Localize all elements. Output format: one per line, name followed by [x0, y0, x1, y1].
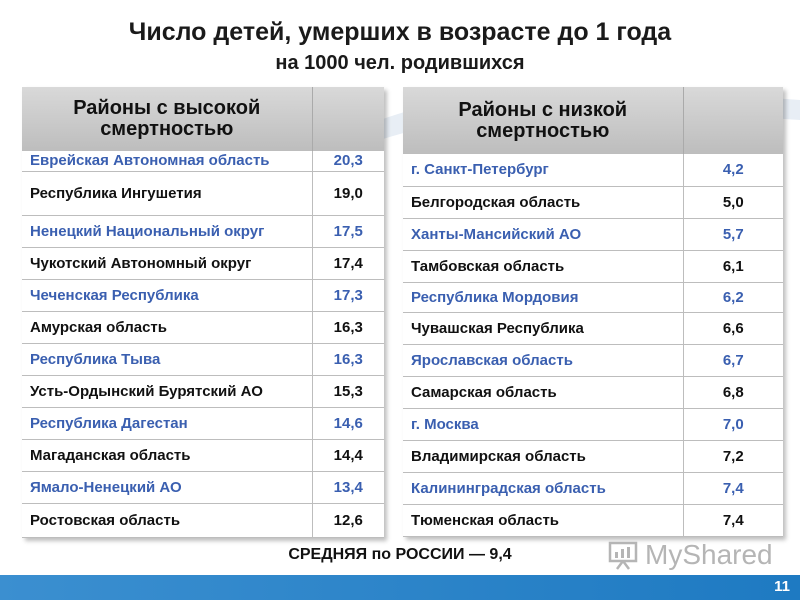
watermark-logo: MyShared: [607, 538, 773, 572]
mortality-value: 5,7: [682, 218, 783, 251]
region-name: Тамбовская область: [403, 250, 683, 283]
table-row: Амурская область 16,3: [22, 311, 384, 344]
page-number: 11: [774, 578, 790, 595]
high-table-header: Районы с высокой смертностью: [22, 87, 312, 151]
table-row: Республика Тыва 16,3: [22, 343, 384, 376]
region-name: г. Москва: [403, 408, 683, 441]
mortality-value: 7,0: [682, 408, 783, 441]
mortality-value: 17,4: [311, 247, 384, 280]
table-row: Чукотский Автономный округ 17,4: [22, 247, 384, 280]
region-name: Ненецкий Национальный округ: [22, 215, 312, 248]
low-table-header-empty: [682, 87, 783, 154]
mortality-value: 14,4: [311, 439, 384, 472]
region-name: Магаданская область: [22, 439, 312, 472]
mortality-value: 17,3: [311, 279, 384, 312]
table-row: Республика Мордовия 6,2: [403, 282, 783, 313]
mortality-value: 6,6: [682, 312, 783, 345]
mortality-value: 15,3: [311, 375, 384, 408]
mortality-value: 4,2: [682, 154, 783, 187]
mortality-value: 6,8: [682, 376, 783, 409]
presentation-board-icon: [608, 541, 638, 570]
watermark-text: MyShared: [645, 539, 773, 570]
region-name: Республика Тыва: [22, 343, 312, 376]
mortality-value: 17,5: [311, 215, 384, 248]
table-row: Самарская область 6,8: [403, 376, 783, 409]
mortality-value: 7,4: [682, 472, 783, 505]
table-row: Чеченская Республика 17,3: [22, 279, 384, 312]
russia-average-label: СРЕДНЯЯ по РОССИИ: [288, 546, 465, 563]
table-row: Ярославская область 6,7: [403, 344, 783, 377]
region-name: Тюменская область: [403, 504, 683, 537]
bottom-bar: [0, 575, 800, 600]
table-row: Ямало-Ненецкий АО 13,4: [22, 471, 384, 504]
region-name: Республика Мордовия: [403, 282, 683, 313]
region-name: Чеченская Республика: [22, 279, 312, 312]
region-name: Самарская область: [403, 376, 683, 409]
region-name: Чувашская Республика: [403, 312, 683, 345]
table-row: г. Санкт-Петербург 4,2: [403, 154, 783, 187]
table-row: г. Москва 7,0: [403, 408, 783, 441]
low-mortality-table: Районы с низкой смертностью г. Санкт-Пет…: [403, 87, 783, 537]
table-row: Чувашская Республика 6,6: [403, 312, 783, 345]
mortality-value: 13,4: [311, 471, 384, 504]
russia-average-value: 9,4: [489, 546, 512, 563]
mortality-value: 6,1: [682, 250, 783, 283]
low-table-header: Районы с низкой смертностью: [403, 87, 683, 154]
mortality-value: 12,6: [311, 503, 384, 538]
table-row: Магаданская область 14,4: [22, 439, 384, 472]
table-row: Усть-Ордынский Бурятский АО 15,3: [22, 375, 384, 408]
region-name: Владимирская область: [403, 440, 683, 473]
mortality-value: 7,4: [682, 504, 783, 537]
table-row: Тамбовская область 6,1: [403, 250, 783, 283]
table-row: Тюменская область 7,4: [403, 504, 783, 537]
mortality-value: 16,3: [311, 311, 384, 344]
region-name: Ростовская область: [22, 503, 312, 538]
table-row: Ханты-Мансийский АО 5,7: [403, 218, 783, 251]
mortality-value: 6,7: [682, 344, 783, 377]
table-row: Ненецкий Национальный округ 17,5: [22, 215, 384, 248]
table-row: Белгородская область 5,0: [403, 186, 783, 219]
mortality-value: 19,0: [311, 171, 384, 216]
region-name: Еврейская Автономная область: [22, 151, 312, 172]
region-name: Ханты-Мансийский АО: [403, 218, 683, 251]
region-name: Белгородская область: [403, 186, 683, 219]
table-row: Республика Дагестан 14,6: [22, 407, 384, 440]
region-name: Калининградская область: [403, 472, 683, 505]
mortality-value: 20,3: [311, 151, 384, 172]
high-table-header-empty: [311, 87, 384, 151]
region-name: Ярославская область: [403, 344, 683, 377]
mortality-value: 14,6: [311, 407, 384, 440]
russia-average-dash: —: [468, 546, 485, 563]
region-name: Ямало-Ненецкий АО: [22, 471, 312, 504]
mortality-value: 16,3: [311, 343, 384, 376]
page-subtitle: на 1000 чел. родившихся: [275, 52, 525, 74]
region-name: Усть-Ордынский Бурятский АО: [22, 375, 312, 408]
russia-average: СРЕДНЯЯ по РОССИИ — 9,4: [0, 546, 800, 564]
region-name: Амурская область: [22, 311, 312, 344]
region-name: Республика Дагестан: [22, 407, 312, 440]
table-row: Калининградская область 7,4: [403, 472, 783, 505]
table-row: Владимирская область 7,2: [403, 440, 783, 473]
table-row: Республика Ингушетия 19,0: [22, 171, 384, 216]
region-name: Чукотский Автономный округ: [22, 247, 312, 280]
table-row: Ростовская область 12,6: [22, 503, 384, 538]
region-name: Республика Ингушетия: [22, 171, 312, 216]
page-title: Число детей, умерших в возрасте до 1 год…: [128, 18, 672, 46]
mortality-value: 7,2: [682, 440, 783, 473]
mortality-value: 5,0: [682, 186, 783, 219]
region-name: г. Санкт-Петербург: [403, 154, 683, 187]
high-mortality-table: Районы с высокой смертностью Еврейская А…: [22, 87, 384, 538]
mortality-value: 6,2: [682, 282, 783, 313]
table-row: Еврейская Автономная область 20,3: [22, 151, 384, 172]
